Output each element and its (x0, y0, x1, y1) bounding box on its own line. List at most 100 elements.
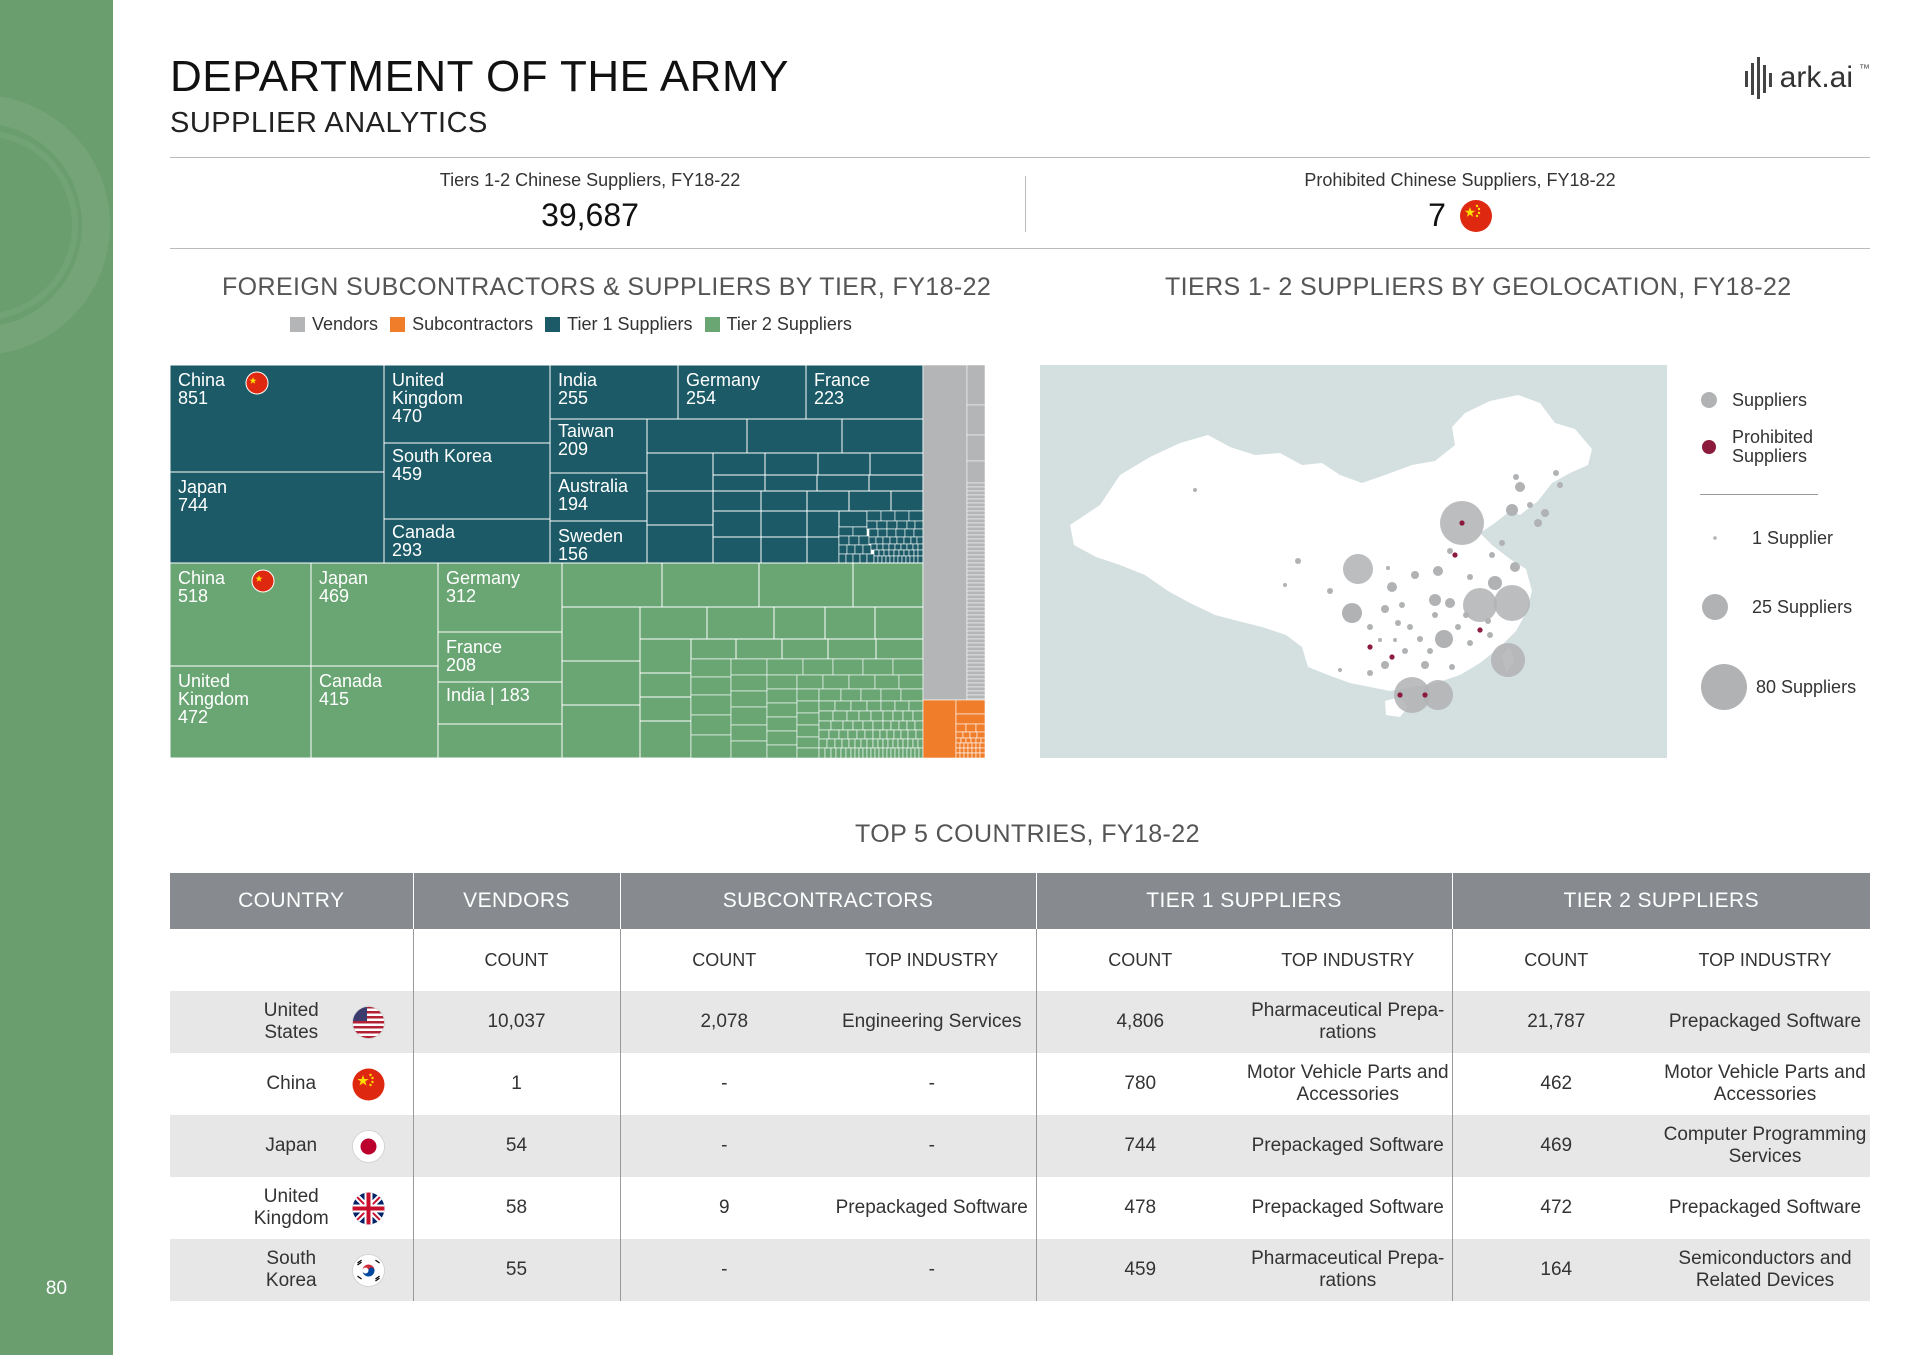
supplier-dot (1463, 588, 1497, 622)
tm-vendor-cell (966, 502, 986, 508)
supplier-dot (1463, 612, 1469, 618)
tm-vendor-cell (966, 522, 986, 528)
cell-t1-industry: Prepackaged Software (1244, 1115, 1452, 1177)
cell-t2-count: 472 (1451, 1177, 1660, 1239)
tm-vendor-cell (966, 490, 986, 496)
tm-vendor-cell (966, 550, 986, 556)
cell-t1-industry: Pharmaceutical Prepa-rations (1244, 991, 1452, 1053)
supplier-dot (1283, 583, 1287, 587)
tm-t1-france (805, 364, 924, 420)
supplier-dot (1393, 638, 1397, 642)
tm-vendor-cell (966, 694, 986, 700)
tm-vendor-cell (966, 434, 986, 462)
tm-vendor-cell (966, 574, 986, 580)
supplier-dot (1386, 566, 1390, 570)
tm-vendor-cell (966, 570, 986, 576)
supplier-dot (1527, 502, 1533, 508)
supplier-dot (1449, 664, 1455, 670)
tm-vendor-cell (966, 686, 986, 692)
cell-country: South Korea (170, 1239, 413, 1301)
supplier-dot (1488, 576, 1502, 590)
supplier-dot (1193, 488, 1197, 492)
tm-vendor-cell (966, 542, 986, 548)
tm-vendor-cell (966, 546, 986, 552)
supplier-treemap: China 851 Japan 744 United Kingdom 470 South… (169, 364, 986, 759)
tm-label-t1-sweden: Sweden 156 (558, 526, 624, 564)
prohibited-supplier-dot (1452, 552, 1458, 558)
prohibited-supplier-dot (1389, 654, 1395, 660)
tm-label-t2-uk: United Kingdom 472 (178, 671, 250, 727)
supplier-dot (1327, 588, 1333, 594)
legend-vendors: Vendors (290, 314, 378, 335)
supplier-dot (1534, 519, 1542, 527)
supplier-dot (1491, 643, 1525, 677)
page-number: 80 (45, 1278, 68, 1299)
tm-vendor-cell (966, 634, 986, 640)
supplier-dot (1399, 602, 1405, 608)
header-subcontractors: SUBCONTRACTORS (619, 873, 1036, 929)
tm-vendor-cell (966, 554, 986, 560)
table-subheader-row: COUNT COUNT TOP INDUSTRY COUNT TOP INDUS… (170, 929, 1870, 991)
tm-vendor-cell (966, 526, 986, 532)
sidebar: 80 (0, 0, 113, 1355)
tm-label-t1-australia: Australia 194 (558, 476, 629, 514)
tm-label-t2-canada: Canada 415 (319, 671, 383, 709)
prohibited-supplier-dot (1422, 692, 1428, 698)
tm-vendor-cell (966, 630, 986, 636)
cell-sub-industry: Prepackaged Software (835, 1197, 1028, 1218)
logo-trademark: ™ (1859, 63, 1870, 75)
tm-vendor-cell (966, 578, 986, 584)
supplier-dot (1429, 594, 1441, 606)
ark-ai-logo: ark.ai ™ (1744, 57, 1870, 99)
tm-subcontractors-main (922, 699, 957, 759)
cell-t1-industry: Pharmaceutical Prepa-rations (1244, 1239, 1452, 1301)
tm-vendor-cell (966, 646, 986, 652)
tm-vendor-cell (966, 690, 986, 696)
tm-label-t2-japan: Japan 469 (319, 568, 369, 606)
tm-vendor-cell (966, 674, 986, 680)
tm-vendor-cell (966, 534, 986, 540)
tm-vendor-cell (966, 678, 986, 684)
cell-t2-count: 164 (1451, 1239, 1660, 1301)
cell-sub-count: - (619, 1115, 828, 1177)
header-tier2: TIER 2 SUPPLIERS (1451, 873, 1870, 929)
table-row: United States 10,037 2,078 Engineering Servi… (170, 991, 1870, 1053)
tm-label-t1-germany: Germany 254 (686, 370, 761, 408)
tm-vendor-cell (966, 518, 986, 524)
cell-t1-count: 780 (1035, 1053, 1244, 1115)
subheader-count: COUNT (412, 929, 620, 991)
tm-vendor-cell (966, 562, 986, 568)
treemap-legend: Vendors Subcontractors Tier 1 Suppliers … (290, 314, 852, 335)
supplier-dot (1381, 605, 1389, 613)
cell-sub-count: 2,078 (619, 991, 828, 1053)
tm-vendor-cell (966, 602, 986, 608)
supplier-dot (1427, 648, 1433, 654)
cell-vendors-count: 54 (412, 1115, 620, 1177)
map-legend: Suppliers Prohibited Suppliers 1 Supplier… (1700, 388, 1870, 713)
supplier-dot (1417, 636, 1423, 642)
tm-vendor-cell (966, 618, 986, 624)
legend-tier1: Tier 1 Suppliers (545, 314, 693, 335)
supplier-dot (1515, 482, 1525, 492)
cell-t2-industry: Semiconductors and Related Devices (1660, 1239, 1870, 1301)
cell-country: Japan (170, 1115, 413, 1177)
tm-t2-china (169, 562, 312, 667)
tm-vendor-cell (966, 622, 986, 628)
tm-label-t1-canada: Canada 293 (392, 522, 456, 560)
cell-t2-industry: Computer Programming Services (1660, 1115, 1870, 1177)
kpi-divider (1025, 176, 1026, 232)
map-legend-size-25: 25 Suppliers (1700, 585, 1870, 629)
china-supplier-map (1040, 365, 1667, 758)
supplier-dot (1467, 640, 1473, 646)
cell-t2-count: 469 (1451, 1115, 1660, 1177)
tm-label-t2-germany: Germany 312 (446, 568, 521, 606)
tm-vendor-cell (966, 506, 986, 512)
map-title: TIERS 1- 2 SUPPLIERS BY GEOLOCATION, FY1… (1165, 273, 1792, 301)
south-korea-flag-icon (351, 1254, 385, 1287)
cell-sub-count: 9 (619, 1177, 828, 1239)
supplier-dot (1487, 632, 1493, 638)
subheader-count: COUNT (1035, 929, 1244, 991)
china-landmass (1070, 395, 1592, 691)
tm-vendor-cell (966, 650, 986, 656)
cell-sub-industry: - (828, 1115, 1036, 1177)
